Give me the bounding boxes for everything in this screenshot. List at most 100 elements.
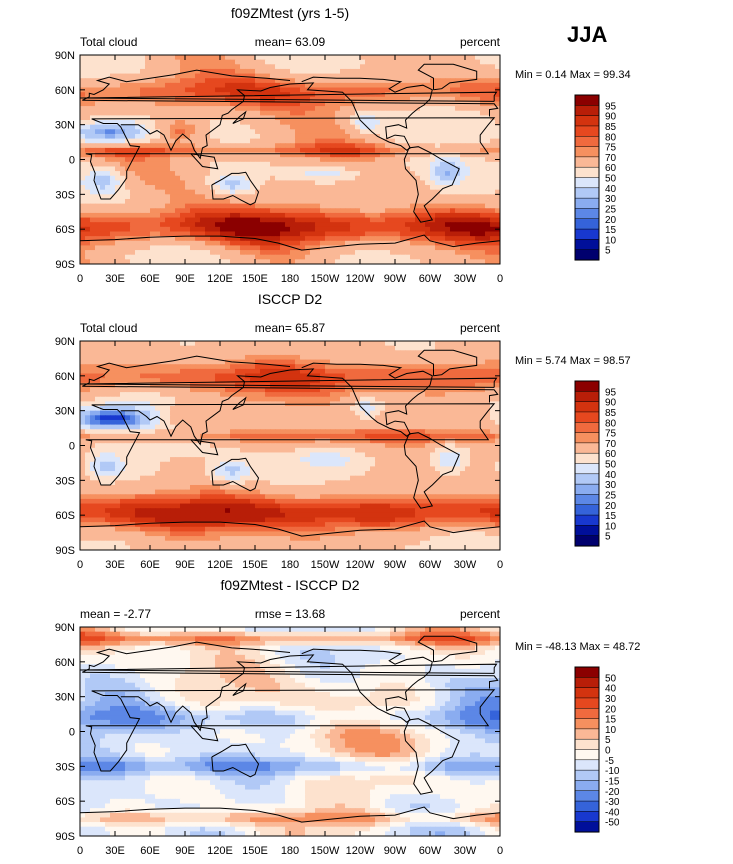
colorbar-frame: [574, 94, 600, 261]
x-tick-label: 90W: [384, 273, 407, 285]
colorbar-swatch: [574, 718, 600, 730]
panel-min-max: Min = 5.74 Max = 98.57: [515, 355, 631, 367]
colorbar-label: 10: [605, 235, 617, 246]
colorbar-label: 50: [605, 174, 617, 185]
colorbar-label: -20: [605, 787, 620, 798]
coastline: [85, 689, 496, 772]
colorbar-swatch: [574, 525, 600, 537]
coastline: [80, 806, 500, 823]
colorbar-swatch: [574, 452, 600, 465]
coastline: [80, 520, 500, 537]
colorbar-label: 75: [605, 143, 617, 154]
colorbar-swatch: [574, 411, 600, 423]
colorbar-swatch: [574, 218, 600, 230]
panel-center-label: mean= 65.87: [255, 321, 326, 335]
colorbar-label: 15: [605, 715, 617, 726]
coastline: [403, 718, 460, 795]
coastline: [190, 439, 219, 456]
colorbar-label: 5: [605, 246, 611, 257]
x-tick-label: 120W: [346, 559, 375, 571]
panel-center-label: mean= 63.09: [255, 35, 326, 49]
colorbar-swatch: [574, 535, 600, 547]
coastline: [80, 663, 498, 674]
colorbar-swatch: [574, 780, 600, 792]
x-tick-label: 30W: [454, 845, 477, 857]
y-tick-label: 60N: [55, 85, 75, 97]
colorbar-label: -15: [605, 776, 620, 787]
coastline: [80, 234, 500, 251]
colorbar-label: 85: [605, 122, 617, 133]
colorbar-label: -5: [605, 756, 614, 767]
x-tick-label: 0: [77, 845, 83, 857]
map-field: [80, 627, 500, 836]
colorbar-label: 40: [605, 684, 617, 695]
colorbar-swatch: [574, 197, 600, 209]
colorbar-swatch: [574, 187, 600, 199]
colorbar-label: 25: [605, 204, 617, 215]
colorbar-swatch: [574, 749, 600, 761]
panel-units-label: percent: [460, 35, 501, 49]
y-tick-label: 30S: [55, 475, 75, 487]
y-tick-label: 60S: [55, 224, 75, 236]
colorbar-label: 95: [605, 101, 617, 112]
colorbar-label: 5: [605, 735, 611, 746]
coastline: [289, 76, 433, 151]
colorbar-swatch: [574, 391, 600, 403]
panel-1: f09ZMtest (yrs 1-5) Total cloud mean= 63.0…: [55, 5, 631, 285]
colorbar-label: 80: [605, 418, 617, 429]
panel-left-label: Total cloud: [80, 35, 137, 49]
x-tick-label: 150W: [311, 845, 340, 857]
colorbar-label: 50: [605, 460, 617, 471]
coastline: [211, 171, 260, 206]
colorbar-swatch: [574, 115, 600, 127]
colorbar-label: 70: [605, 439, 617, 450]
coastline: [211, 743, 260, 778]
coastline: [82, 69, 499, 117]
y-tick-label: 30N: [55, 120, 75, 132]
panel-3: f09ZMtest - ISCCP D2 mean = -2.77 rmse = 1…: [55, 577, 641, 857]
x-tick-label: 120E: [207, 273, 233, 285]
x-tick-label: 60W: [419, 845, 442, 857]
coastline: [417, 635, 478, 663]
colorbar-swatch: [574, 401, 600, 413]
x-tick-label: 180: [281, 845, 299, 857]
colorbar-label: 30: [605, 480, 617, 491]
colorbar-swatch: [574, 249, 600, 261]
colorbar-label: 75: [605, 429, 617, 440]
coastline: [232, 110, 247, 124]
x-tick-label: 30E: [105, 273, 125, 285]
colorbar-label: 70: [605, 153, 617, 164]
y-tick-label: 90N: [55, 50, 75, 62]
colorbar-swatch: [574, 811, 600, 823]
colorbar-swatch: [574, 125, 600, 137]
y-tick-label: 90N: [55, 336, 75, 348]
x-tick-label: 180: [281, 273, 299, 285]
x-tick-label: 30W: [454, 559, 477, 571]
colorbar-swatch: [574, 821, 600, 833]
colorbar-frame: [574, 380, 600, 547]
x-tick-label: 0: [77, 273, 83, 285]
colorbar-label: 20: [605, 501, 617, 512]
panel-units-label: percent: [460, 321, 501, 335]
season-label: JJA: [567, 22, 607, 47]
panel-min-max: Min = -48.13 Max = 48.72: [515, 641, 640, 653]
colorbar-swatch: [574, 422, 600, 434]
y-tick-label: 60S: [55, 796, 75, 808]
colorbar-label: -50: [605, 818, 620, 829]
colorbar-label: 60: [605, 449, 617, 460]
y-tick-label: 60N: [55, 371, 75, 383]
colorbar-label: 15: [605, 225, 617, 236]
coastline: [417, 349, 478, 377]
x-tick-label: 150W: [311, 273, 340, 285]
x-tick-label: 0: [497, 273, 503, 285]
colorbar-swatch: [574, 666, 600, 678]
colorbar-label: 25: [605, 490, 617, 501]
x-tick-label: 150W: [311, 559, 340, 571]
colorbar-swatch: [574, 94, 600, 106]
x-tick-label: 0: [497, 559, 503, 571]
x-tick-label: 180: [281, 559, 299, 571]
panel-2: ISCCP D2 Total cloud mean= 65.87 percent Min…: [55, 291, 631, 571]
panel-left-label: mean = -2.77: [80, 607, 151, 621]
